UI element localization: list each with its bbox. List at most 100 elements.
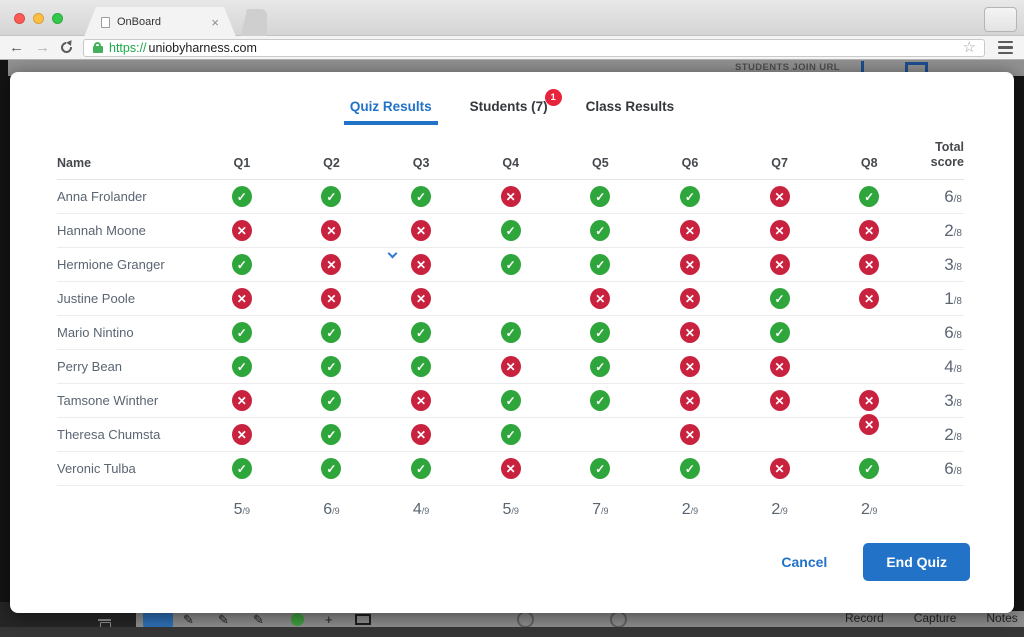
toolbar-label-notes: Notes (986, 611, 1018, 625)
correct-icon: ✓ (500, 390, 521, 411)
table-header-row: Name Q1 Q2 Q3 Q4 Q5 Q6 Q7 Q8 Total score (57, 140, 964, 180)
table-body: Anna Frolander ✓ ✓ ✓ ✕ ✓ ✓ ✕ ✓ 6/8 Hannah Moone ✕ ✕ ✕… (57, 180, 964, 486)
answer-cell: ✕ (376, 282, 466, 315)
wrong-icon: ✕ (231, 288, 252, 309)
wrong-icon: ✕ (321, 220, 342, 241)
table-row: Justine Poole ✕ ✕ ✕ ✕ ✕ ✓ ✕ 1/8 (57, 282, 964, 316)
tab-class-results[interactable]: Class Results (580, 99, 681, 125)
student-name: Hannah Moone (57, 223, 146, 238)
question-header-q8: Q8 (860, 156, 878, 170)
column-totals-row: 5/9 6/9 4/9 5/9 7/9 2/9 2/9 2/9 (57, 501, 964, 519)
header-frame-icon-partial (905, 62, 928, 75)
correct-icon: ✓ (590, 356, 611, 377)
answer-cell (824, 316, 914, 349)
correct-icon: ✓ (679, 458, 700, 479)
score-number: 6 (944, 322, 954, 342)
column-total-q5: 7/9 (556, 501, 646, 519)
end-quiz-button[interactable]: End Quiz (863, 543, 970, 581)
answer-cell: ✓ (466, 214, 556, 247)
notification-badge: 1 (544, 89, 562, 106)
window-corner-button[interactable] (984, 7, 1017, 32)
screen-bottom-strip (0, 627, 1024, 637)
tab-students-7[interactable]: Students (7) 1 (464, 89, 562, 125)
table-row: Mario Nintino ✓ ✓ ✓ ✓ ✓ ✕ ✓ 6/8 (57, 316, 964, 350)
answer-cell: ✓ (197, 350, 287, 383)
table-row: Hannah Moone ✕ ✕ ✕ ✓ ✓ ✕ ✕ ✕ 2/8 (57, 214, 964, 248)
bookmark-star-icon[interactable]: ☆ (962, 39, 976, 56)
correct-icon: ✓ (411, 458, 432, 479)
browser-tab[interactable]: OnBoard × (84, 7, 236, 37)
modal-actions: Cancel End Quiz (781, 543, 970, 581)
toolbar-circle-icon (610, 611, 627, 628)
question-header-q5: Q5 (591, 156, 609, 170)
answer-cell: ✕ (376, 248, 466, 281)
answer-cell (556, 418, 646, 451)
answer-cell: ✕ (376, 214, 466, 247)
chevron-down-icon[interactable] (387, 248, 398, 259)
window-controls (14, 13, 63, 24)
answer-cell (466, 282, 556, 315)
total-score: 4/8 (914, 357, 964, 377)
results-table: Name Q1 Q2 Q3 Q4 Q5 Q6 Q7 Q8 Total score Anna Fr… (57, 140, 964, 519)
answer-cell: ✕ (645, 282, 735, 315)
wrong-icon: ✕ (411, 424, 432, 445)
wrong-icon: ✕ (321, 254, 342, 275)
wrong-icon: ✕ (679, 254, 700, 275)
answer-cell: ✕ (735, 214, 825, 247)
answer-cell: ✕ (287, 214, 377, 247)
answer-cell: ✕ (824, 384, 914, 417)
answer-cell: ✓ (376, 316, 466, 349)
menu-icon[interactable] (996, 39, 1015, 57)
answer-cell: ✕ (735, 180, 825, 213)
total-denominator: /9 (511, 506, 519, 516)
correct-icon: ✓ (321, 458, 342, 479)
student-name: Perry Bean (57, 359, 123, 374)
correct-icon: ✓ (411, 356, 432, 377)
correct-icon: ✓ (769, 322, 790, 343)
answer-cell: ✕ (197, 418, 287, 451)
tab-close-icon[interactable]: × (211, 14, 219, 30)
total-number: 2 (860, 501, 870, 518)
answer-cell: ✓ (466, 384, 556, 417)
reload-icon[interactable] (58, 39, 75, 56)
answer-cell: ✓ (197, 180, 287, 213)
student-name: Veronic Tulba (57, 461, 136, 476)
total-score: 2/8 (914, 221, 964, 241)
back-button[interactable]: ← (9, 39, 24, 56)
wrong-icon: ✕ (769, 390, 790, 411)
student-name: Anna Frolander (57, 189, 147, 204)
answer-cell: ✕ (735, 248, 825, 281)
address-bar[interactable]: https:// uniobyharness.com ☆ (83, 38, 985, 57)
answer-cell: ✓ (556, 384, 646, 417)
minimize-window-button[interactable] (33, 13, 44, 24)
answer-cell: ✓ (645, 452, 735, 485)
answer-cell: ✓ (197, 248, 287, 281)
answer-cell: ✓ (556, 452, 646, 485)
new-tab-button[interactable] (241, 9, 267, 36)
wrong-icon: ✕ (859, 288, 880, 309)
wrong-icon: ✕ (500, 458, 521, 479)
header-icon-partial (861, 61, 864, 74)
column-total-q3: 4/9 (376, 501, 466, 519)
answer-cell: ✕ (645, 248, 735, 281)
wrong-icon: ✕ (769, 220, 790, 241)
forward-button[interactable]: → (35, 39, 50, 56)
zoom-window-button[interactable] (52, 13, 63, 24)
answer-cell (735, 418, 825, 451)
modal-tabs: Quiz Results Students (7) 1 Class Results (10, 89, 1014, 125)
question-header-q2: Q2 (323, 156, 340, 170)
answer-cell: ✓ (197, 316, 287, 349)
toolbar-label-capture: Capture (913, 611, 957, 625)
cancel-button[interactable]: Cancel (781, 554, 828, 570)
tab-quiz-results[interactable]: Quiz Results (343, 99, 438, 125)
close-window-button[interactable] (14, 13, 25, 24)
answer-cell: ✕ (645, 384, 735, 417)
correct-icon: ✓ (590, 322, 611, 343)
lock-icon (92, 42, 103, 53)
student-name: Justine Poole (57, 291, 136, 306)
correct-icon: ✓ (321, 186, 342, 207)
student-name: Hermione Granger (57, 257, 165, 272)
score-number: 1 (944, 288, 954, 308)
wrong-icon: ✕ (411, 254, 432, 275)
total-score: 6/8 (914, 459, 964, 479)
